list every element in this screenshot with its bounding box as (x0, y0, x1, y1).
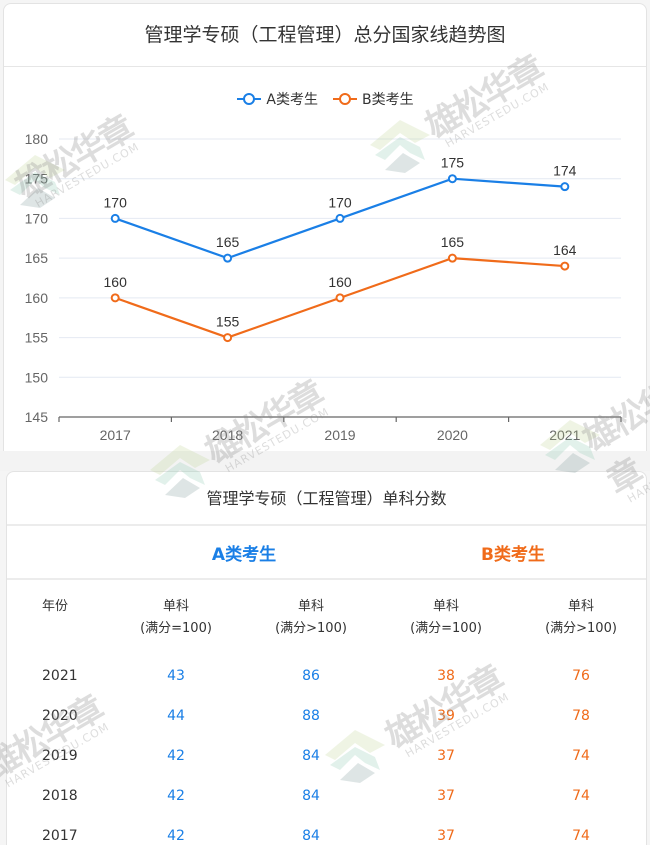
cell-b-gt100: 74 (572, 828, 590, 844)
cell-year: 2017 (42, 828, 78, 844)
y-tick-label: 145 (25, 409, 49, 425)
cell-a-gt100: 84 (302, 788, 320, 804)
x-tick-label: 2018 (212, 427, 243, 443)
data-label: 175 (441, 155, 465, 171)
chart-title: 管理学专硕（工程管理）总分国家线趋势图 (4, 4, 646, 67)
y-tick-label: 165 (25, 250, 49, 266)
y-tick-label: 180 (25, 131, 49, 147)
legend-item-b[interactable]: B类考生 (332, 89, 414, 109)
cell-a-100: 43 (167, 668, 185, 684)
cell-year: 2019 (42, 748, 78, 764)
data-label: 165 (216, 234, 240, 250)
data-point[interactable] (560, 182, 570, 192)
x-tick-label: 2021 (549, 427, 580, 443)
cell-a-100: 42 (167, 748, 185, 764)
cell-b-100: 37 (437, 748, 455, 764)
table-row: 2017 42 84 37 74 (7, 820, 646, 845)
cell-year: 2018 (42, 788, 78, 804)
x-tick-label: 2017 (100, 427, 131, 443)
cell-b-100: 39 (437, 708, 455, 724)
table-row: 2018 42 84 37 74 (7, 780, 646, 820)
cell-a-100: 42 (167, 788, 185, 804)
legend-label-a: A类考生 (266, 92, 318, 108)
data-point[interactable] (335, 293, 345, 303)
line-chart: 145 150 155 160 165 170 175 180 2017 2018 2019 2020… (25, 131, 622, 443)
header-year: 年份 (42, 599, 69, 614)
y-tick-label: 150 (25, 369, 49, 385)
data-point[interactable] (560, 261, 570, 271)
data-label: 155 (216, 314, 240, 330)
cell-b-100: 37 (437, 828, 455, 844)
header-b-gt100: 单科 (满分>100) (545, 599, 617, 636)
y-tick-label: 175 (25, 171, 49, 187)
header-a-100: 单科 (满分=100) (140, 599, 212, 636)
table-title: 管理学专硕（工程管理）单科分数 (7, 472, 646, 526)
cell-b-100: 38 (437, 668, 455, 684)
data-label: 174 (553, 163, 577, 179)
cell-b-100: 37 (437, 788, 455, 804)
cell-b-gt100: 76 (572, 668, 590, 684)
cell-b-gt100: 74 (572, 748, 590, 764)
data-point[interactable] (223, 333, 233, 343)
data-label: 164 (553, 242, 577, 258)
cell-a-gt100: 84 (302, 748, 320, 764)
table-row: 2019 42 84 37 74 (7, 740, 646, 780)
data-label: 170 (328, 194, 352, 210)
y-tick-label: 160 (25, 290, 49, 306)
data-label: 165 (441, 234, 465, 250)
line-circle-marker-icon (237, 93, 262, 105)
data-point[interactable] (447, 174, 457, 184)
table-card: 管理学专硕（工程管理）单科分数 A类考生 B类考生 年份 单科 (满分=100)… (6, 471, 647, 845)
cell-b-gt100: 78 (572, 708, 590, 724)
table-header: 年份 单科 (满分=100) 单科 (满分>100) 单科 (满分=100) 单… (7, 580, 646, 660)
group-header-row: A类考生 B类考生 (7, 526, 646, 580)
data-label: 170 (104, 194, 128, 210)
data-point[interactable] (223, 253, 233, 263)
data-point[interactable] (447, 253, 457, 263)
chart-legend: A类考生 B类考生 (0, 88, 650, 110)
group-a-label: A类考生 (211, 544, 277, 565)
x-tick-label: 2019 (324, 427, 355, 443)
data-label: 160 (328, 274, 352, 290)
chart-card: 管理学专硕（工程管理）总分国家线趋势图 (3, 3, 647, 451)
table-row: 2020 44 88 39 78 (7, 700, 646, 740)
cell-a-gt100: 88 (302, 708, 320, 724)
data-point[interactable] (335, 213, 345, 223)
group-b-label: B类考生 (481, 544, 545, 565)
cell-year: 2021 (42, 668, 78, 684)
card-separator (0, 451, 650, 471)
y-tick-label: 155 (25, 330, 49, 346)
cell-year: 2020 (42, 708, 78, 724)
cell-a-100: 42 (167, 828, 185, 844)
data-label: 160 (104, 274, 128, 290)
legend-label-b: B类考生 (361, 92, 414, 108)
header-a-gt100: 单科 (满分>100) (275, 599, 347, 636)
cell-b-gt100: 74 (572, 788, 590, 804)
cell-a-gt100: 86 (302, 668, 320, 684)
cell-a-gt100: 84 (302, 828, 320, 844)
x-tick-label: 2020 (437, 427, 468, 443)
data-point[interactable] (110, 293, 120, 303)
legend-item-a[interactable]: A类考生 (236, 89, 318, 109)
line-circle-marker-icon (332, 93, 357, 105)
y-tick-label: 170 (25, 210, 49, 226)
header-b-100: 单科 (满分=100) (410, 599, 482, 636)
table-row: 2021 43 86 38 76 (7, 660, 646, 700)
data-point[interactable] (110, 213, 120, 223)
cell-a-100: 44 (167, 708, 185, 724)
